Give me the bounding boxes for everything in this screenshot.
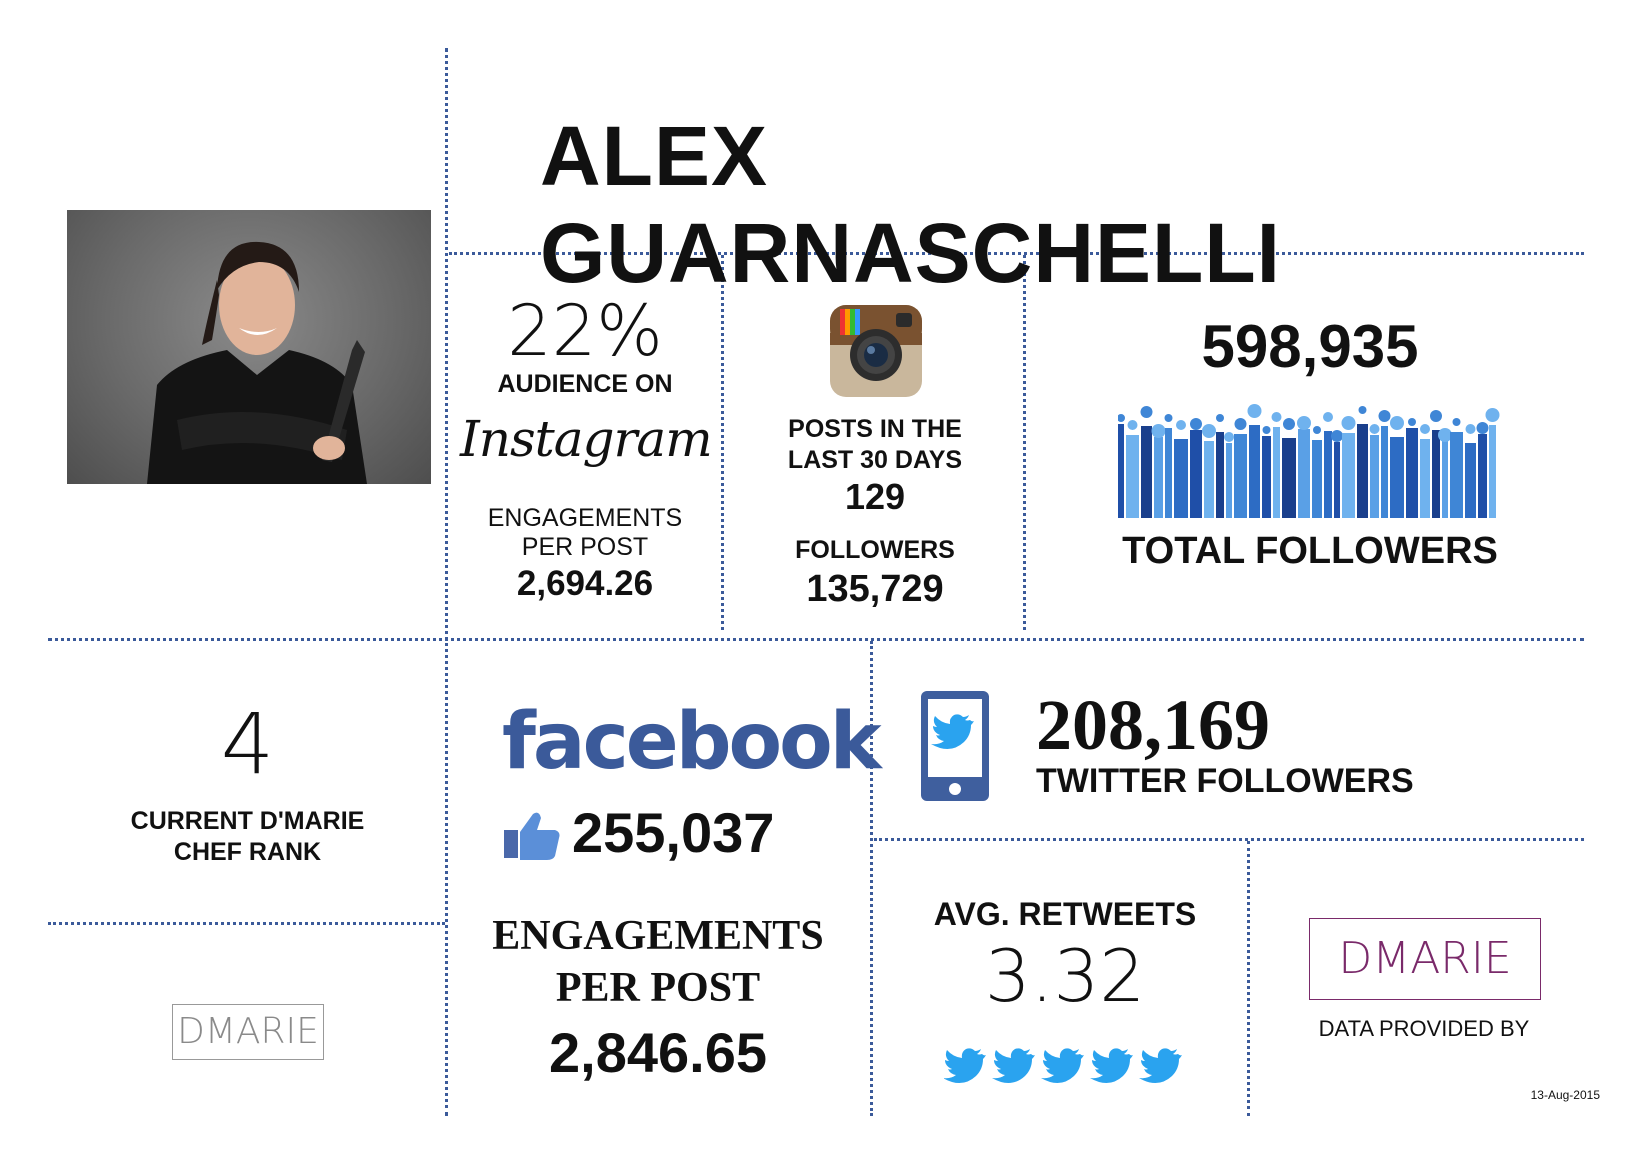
posts-label-line2: LAST 30 DAYS [787, 446, 963, 474]
dmarie-logo-small: DMARIE [172, 1004, 324, 1060]
divider-vertical-ig2 [1023, 255, 1026, 630]
fb-engagements-label-line2: PER POST [555, 965, 761, 1011]
twitter-bird-icon [1139, 1048, 1182, 1084]
ig-followers-label: FOLLOWERS [795, 536, 955, 564]
divider-vertical-main [445, 48, 448, 1116]
phone-twitter-icon [920, 690, 990, 802]
chef-rank-value: 4 [220, 695, 275, 793]
ig-engagements-label-line1: ENGAGEMENTS [487, 504, 683, 532]
instagram-camera-icon [828, 303, 924, 399]
fb-engagements-label: ENGAGEMENTS PER POST [458, 910, 858, 1014]
divider-vertical-retweets [1247, 841, 1250, 1116]
divider-rank [48, 922, 445, 925]
twitter-bird-icon [943, 1048, 986, 1084]
fb-engagements-value: 2,846.65 [549, 1021, 767, 1084]
divider-twitter [874, 838, 1584, 841]
dmarie-logo-large: DMARIE [1309, 918, 1541, 1000]
posts-label-line1: POSTS IN THE [788, 415, 962, 443]
facebook-logo: facebook [502, 697, 882, 787]
retweets-value: 3.32 [984, 934, 1146, 1018]
twitter-followers-label: TWITTER FOLLOWERS [1036, 762, 1414, 800]
chef-rank-label-line2: CHEF RANK [173, 838, 322, 866]
ig-engagements-value: 2,694.26 [516, 564, 654, 603]
divider-middle [48, 638, 1584, 641]
total-followers-label: TOTAL FOLLOWERS [1122, 530, 1498, 572]
ig-engagements-label: ENGAGEMENTS PER POST [460, 504, 710, 562]
twitter-bird-icon [1041, 1048, 1084, 1084]
data-provided-label: DATA PROVIDED BY [1318, 1016, 1530, 1041]
posts-value: 129 [844, 476, 906, 517]
chef-rank-label: CURRENT D'MARIE CHEF RANK [50, 806, 445, 868]
instagram-logo: Instagram [460, 410, 713, 468]
divider-under-title [449, 252, 1584, 255]
thumbs-up-icon [503, 810, 561, 860]
crowd-icon [1117, 402, 1500, 518]
fb-engagements-label-line1: ENGAGEMENTS [492, 913, 824, 959]
chef-rank-label-line1: CURRENT D'MARIE [130, 807, 365, 835]
total-followers-value: 598,935 [1201, 313, 1419, 380]
retweets-label: AVG. RETWEETS [933, 896, 1197, 932]
audience-percent: 22% [507, 290, 663, 372]
retweet-birds [943, 1044, 1186, 1084]
page-title: ALEX GUARNASCHELLI [540, 109, 1281, 300]
ig-engagements-label-line2: PER POST [521, 533, 649, 561]
posts-label: POSTS IN THE LAST 30 DAYS [735, 414, 1015, 476]
twitter-bird-icon [992, 1048, 1035, 1084]
report-date: 13-Aug-2015 [1530, 1088, 1600, 1102]
chef-photo [67, 210, 431, 484]
divider-vertical-fb [870, 641, 873, 1116]
twitter-followers-value: 208,169 [1036, 685, 1270, 765]
chef-portrait-image [147, 241, 367, 484]
divider-vertical-ig1 [721, 255, 724, 630]
audience-label: AUDIENCE ON [497, 370, 673, 398]
twitter-bird-icon [1090, 1048, 1133, 1084]
ig-followers-value: 135,729 [806, 568, 944, 610]
facebook-likes-value: 255,037 [572, 801, 775, 864]
